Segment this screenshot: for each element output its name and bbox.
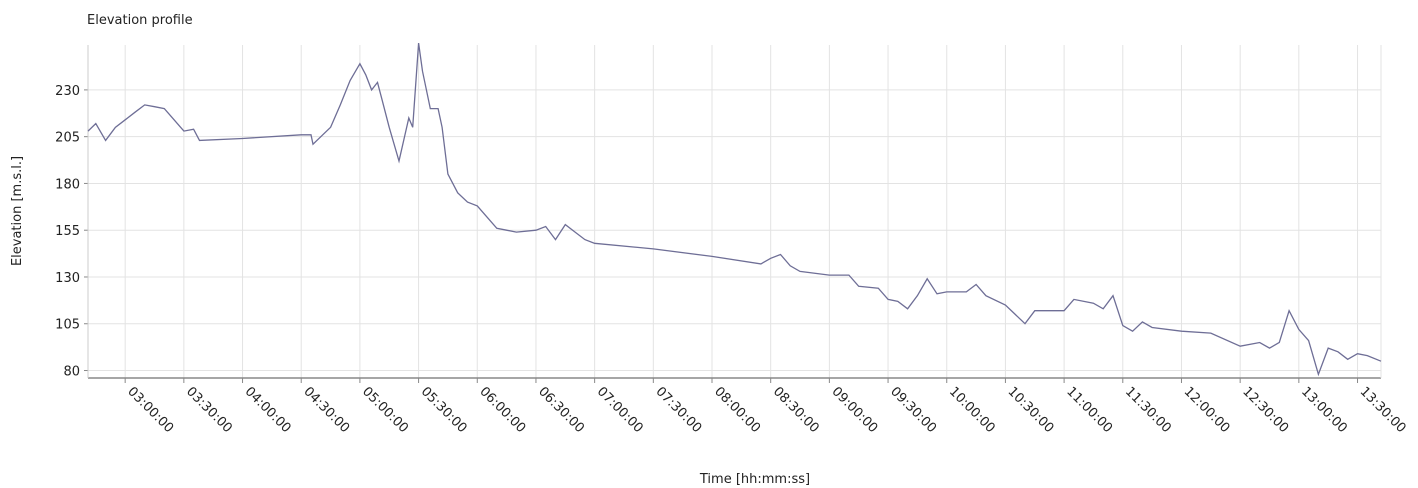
y-axis-label: Elevation [m.s.l.] [10,156,25,266]
chart-title: Elevation profile [87,13,193,28]
y-tick-label: 230 [55,84,80,99]
y-tick-label: 80 [63,365,80,380]
elevation-line [87,43,1382,377]
y-tick-label: 105 [55,318,80,333]
x-axis-label: Time [hh:mm:ss] [699,472,810,487]
y-tick-label: 180 [55,177,80,192]
y-tick-label: 155 [55,224,80,239]
y-tick-label: 205 [55,131,80,146]
y-tick-label: 130 [55,271,80,286]
